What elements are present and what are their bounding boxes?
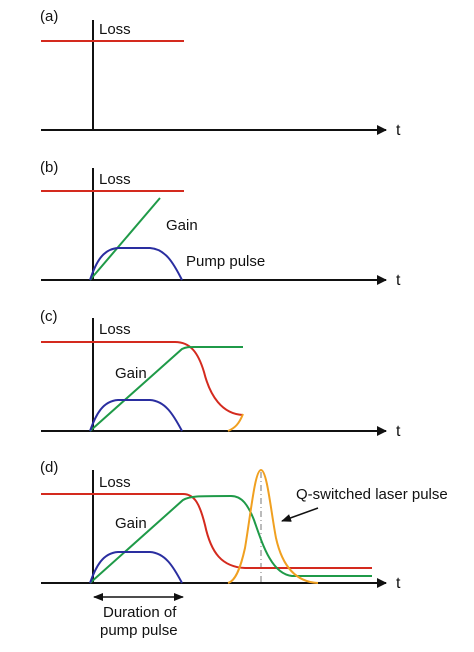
panel-d-gain-label: Gain: [115, 515, 147, 532]
panel-d-loss-curve: [41, 493, 372, 569]
panel-c: (c) t Loss Gain: [40, 308, 401, 440]
panel-d-time-label: t: [396, 575, 401, 592]
duration-label-line1: Duration of: [103, 604, 177, 621]
panel-d-label: (d): [40, 459, 58, 476]
panel-c-gain-curve: [89, 346, 243, 432]
panel-c-loss-label: Loss: [99, 321, 131, 338]
panel-c-gain-label: Gain: [115, 365, 147, 382]
panel-b-time-label: t: [396, 272, 401, 289]
panel-a-label: (a): [40, 8, 58, 25]
panel-c-loss-curve: [41, 341, 244, 416]
panel-c-pump-pulse-curve: [89, 399, 183, 432]
panel-d-laser-pulse-curve: [227, 468, 319, 584]
panel-b-gain-curve: [89, 197, 161, 281]
panel-a: (a) t Loss: [40, 8, 401, 139]
panel-d-gain-curve: [89, 494, 372, 584]
panel-d-pump-pulse-curve: [89, 551, 183, 584]
panel-c-laser-onset-curve: [227, 413, 244, 432]
panel-b-gain-label: Gain: [166, 217, 198, 234]
panel-d: (d) t Loss Gain Q-switched laser pulse D…: [40, 459, 448, 639]
panel-b-pump-label: Pump pulse: [186, 253, 265, 270]
panel-d-laser-label: Q-switched laser pulse: [296, 486, 448, 503]
panel-a-time-label: t: [396, 122, 401, 139]
panel-c-label: (c): [40, 308, 58, 325]
duration-label-line2: pump pulse: [100, 622, 178, 639]
panel-d-loss-label: Loss: [99, 474, 131, 491]
panel-b-loss-label: Loss: [99, 171, 131, 188]
panel-b-label: (b): [40, 159, 58, 176]
panel-d-laser-pointer-arrow: [281, 507, 319, 522]
panel-b: (b) t Loss Gain Pump pulse: [40, 159, 401, 289]
panel-b-pump-pulse-curve: [89, 247, 183, 281]
panel-a-loss-label: Loss: [99, 21, 131, 38]
panel-c-time-label: t: [396, 423, 401, 440]
